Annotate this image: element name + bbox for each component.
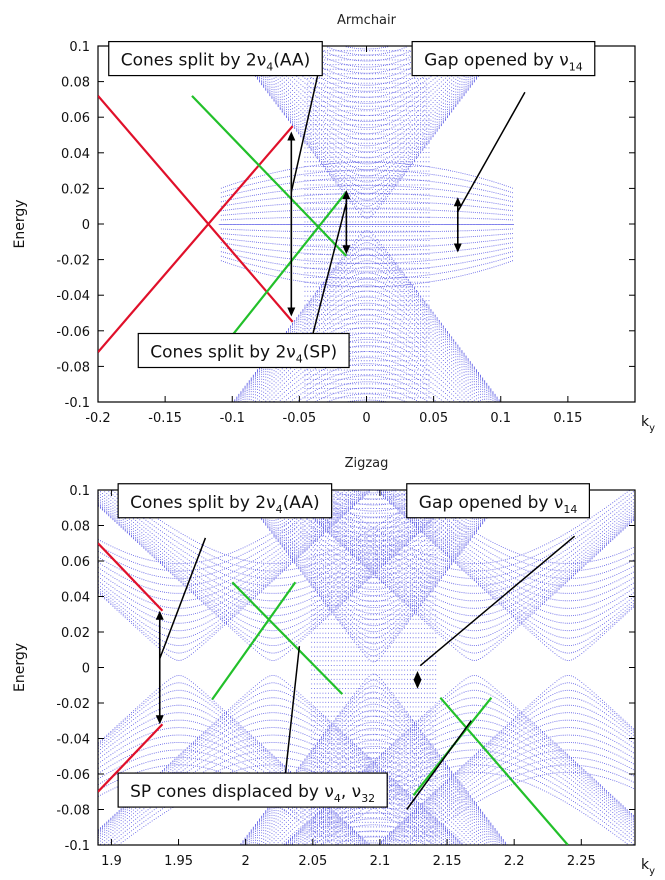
red-cone-line <box>98 723 164 793</box>
annotation-text: SP cones displaced by ν4, ν32 <box>130 782 375 805</box>
x-tick-label: -0.1 <box>220 411 245 426</box>
green-cone-line <box>217 191 348 353</box>
arrow-head-down <box>413 679 422 689</box>
y-tick-label: 0.02 <box>61 182 90 197</box>
y-tick-label: 0.08 <box>61 76 90 91</box>
y-tick-label: -0.08 <box>56 804 90 819</box>
y-tick-label: 0.1 <box>69 40 90 55</box>
x-tick-label: 0.1 <box>490 411 511 426</box>
annotation-box <box>411 40 596 77</box>
annotation-pointer <box>406 720 472 810</box>
band-dot-cloud <box>218 46 514 402</box>
annotation-text: Cones split by 2ν4(AA) <box>121 51 311 74</box>
double-arrows <box>155 610 422 725</box>
annotations: Cones split by 2ν4(AA) Gap opened by ν14 S… <box>117 483 590 810</box>
y-tick-label: -0.04 <box>56 733 90 748</box>
annotation-pointer <box>457 91 526 212</box>
y-axis-label: Energy <box>12 643 28 692</box>
y-tick-label: 0.06 <box>61 555 90 570</box>
annotation-pointer <box>312 202 348 335</box>
y-tick-label: 0.06 <box>61 111 90 126</box>
x-tick-label: 1.95 <box>164 854 193 869</box>
x-axis-label: ky <box>641 857 655 877</box>
band-dots <box>218 46 514 402</box>
annotation-text: Cones split by 2ν4(AA) <box>130 493 320 516</box>
annotation-pointer <box>159 537 207 659</box>
red-cone-line <box>98 542 164 612</box>
y-tick-label: -0.06 <box>56 768 90 783</box>
annotation-pointer <box>419 535 576 667</box>
cone-lines <box>98 95 348 353</box>
x-tick-label: 2.15 <box>433 854 462 869</box>
x-tick-label: 0.05 <box>419 411 448 426</box>
annotation-box <box>137 332 350 369</box>
arrow-head-down <box>155 715 164 725</box>
arrow-head-up <box>342 190 351 200</box>
arrow-head-up <box>155 610 164 620</box>
annotation-box <box>108 40 323 77</box>
x-tick-label: -0.05 <box>283 411 317 426</box>
x-tick-label: 2.1 <box>370 854 391 869</box>
arrow-head-up <box>287 131 296 141</box>
x-tick-label: 1.9 <box>101 854 122 869</box>
zigzag-panel: Zigzag 1.9 1.95 2 2.05 2.1 2.15 2.2 2.25 0.1 0.08 0… <box>12 456 655 877</box>
x-tick-label: 0.15 <box>553 411 582 426</box>
green-cone-line <box>211 581 297 701</box>
annotation-text: Gap opened by ν14 <box>419 493 578 516</box>
y-tick-label: -0.02 <box>56 254 90 269</box>
y-tick-label: 0.04 <box>61 147 90 162</box>
arrow-head-up <box>453 197 462 207</box>
y-tick-label: -0.02 <box>56 697 90 712</box>
arrow-head-up <box>413 671 422 681</box>
annotation-box <box>117 772 388 808</box>
green-cone-line <box>231 581 344 695</box>
chart-title: Armchair <box>337 13 397 28</box>
y-tick-label: 0 <box>82 662 90 677</box>
x-axis-label: ky <box>641 414 655 434</box>
y-tick-label: -0.1 <box>65 839 90 854</box>
ticks: -0.2 -0.15 -0.1 -0.05 0 0.05 0.1 0.15 0.1 0.08 0.0… <box>56 40 635 426</box>
arrow-head-down <box>342 245 351 255</box>
y-axis-label: Energy <box>12 199 28 248</box>
annotation-box <box>406 483 590 519</box>
x-tick-label: -0.2 <box>85 411 110 426</box>
x-tick-label: 2.25 <box>567 854 596 869</box>
y-tick-label: -0.04 <box>56 289 90 304</box>
y-tick-label: -0.08 <box>56 360 90 375</box>
annotation-text: Gap opened by ν14 <box>424 51 583 74</box>
annotations: Cones split by 2ν4(AA) Gap opened by ν14 C… <box>108 40 596 369</box>
y-tick-label: 0.02 <box>61 626 90 641</box>
red-cone-line <box>98 95 294 323</box>
red-cone-line <box>98 125 294 353</box>
chart-title: Zigzag <box>345 456 389 471</box>
armchair-panel: Armchair -0.2 -0.15 -0.1 -0.05 0 0.05 0.1 0.15 0.… <box>12 13 655 434</box>
arrow-head-down <box>453 243 462 253</box>
green-cone-line <box>191 95 348 257</box>
green-cone-line <box>439 696 569 845</box>
ticks: 1.9 1.95 2 2.05 2.1 2.15 2.2 2.25 0.1 0.08 0.06 0.0… <box>56 484 635 869</box>
x-tick-label: -0.15 <box>148 411 182 426</box>
annotation-pointer <box>290 67 321 193</box>
y-tick-label: -0.06 <box>56 325 90 340</box>
y-tick-label: 0.08 <box>61 520 90 535</box>
annotation-text: Cones split by 2ν4(SP) <box>150 343 337 366</box>
arrow-head-down <box>287 307 296 317</box>
annotation-box <box>117 483 333 519</box>
x-tick-label: 0 <box>362 411 370 426</box>
x-tick-label: 2.05 <box>298 854 327 869</box>
y-tick-label: 0.1 <box>69 484 90 499</box>
double-arrows <box>287 131 462 317</box>
x-tick-label: 2 <box>242 854 250 869</box>
y-tick-label: -0.1 <box>65 396 90 411</box>
y-tick-label: 0 <box>82 218 90 233</box>
y-tick-label: 0.04 <box>61 591 90 606</box>
x-tick-label: 2.2 <box>504 854 525 869</box>
